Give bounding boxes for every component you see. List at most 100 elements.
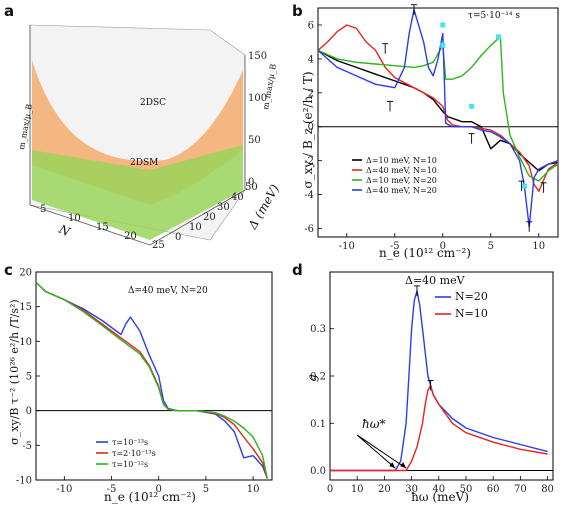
legend-d-entry: N=20 <box>455 290 488 303</box>
plot-b-marker-cyan <box>440 42 446 48</box>
plot-b-y-tick-label: -4 <box>304 190 314 201</box>
panel-b-legend: Δ=10 meV, N=10Δ=40 meV, N=10Δ=10 meV, N=… <box>352 156 437 195</box>
plot-c-y-tick-label: -10 <box>16 476 32 487</box>
panel-a-z-tick: 50 <box>248 135 261 146</box>
plot-d-x-tick-label: 80 <box>541 484 554 495</box>
panel-d-arrow-head <box>389 462 396 469</box>
plot-d-series-line-2 <box>330 384 548 472</box>
panel-a-x-tick: 25 <box>152 240 165 251</box>
legend-b-entry: Δ=40 meV, N=20 <box>366 186 437 195</box>
plot-d-x-tick-label: 50 <box>460 484 473 495</box>
plot-b-y-tick-label: 6 <box>308 20 314 31</box>
legend-c-entry: τ=10⁻¹³s <box>112 438 148 447</box>
plot-d-x-tick-label: 70 <box>514 484 527 495</box>
plot-d-x-tick-label: 10 <box>351 484 364 495</box>
plot-b-y-tick-label: 2 <box>308 88 314 99</box>
plot-c-x-tick-label: -5 <box>107 484 117 495</box>
plot-c-x-tick-label: 5 <box>203 484 209 495</box>
plot-d-y-tick-label: 0.2 <box>310 372 326 383</box>
plot-c-series-line-3 <box>35 281 268 479</box>
plot-b-marker-cyan <box>440 22 446 28</box>
plot-b-marker-cyan <box>521 183 527 189</box>
panel-b-letter: b <box>292 2 303 20</box>
plot-c: -10 -5 0 5 10 -10 -5 0 5 10 15 20 <box>16 268 273 495</box>
plot-b-x-tick-label: 5 <box>488 241 494 252</box>
plot-d-x-tick-label: 0 <box>327 484 333 495</box>
plot-b-y-tick-label: 4 <box>308 54 314 65</box>
plot-c-y-tick-label: 15 <box>19 302 32 313</box>
plot-b-series-line-3 <box>317 36 559 182</box>
plot-d-y-tick-label: 0.1 <box>310 419 326 430</box>
plot-c-series-line-1 <box>35 281 268 479</box>
box-front-edge <box>29 189 246 246</box>
panel-a-z-ticks: 0 50 100 150 <box>248 51 267 188</box>
panel-a-y-tick: 40 <box>231 192 244 203</box>
plot-b-y-tick-label: -6 <box>304 224 314 235</box>
axis-label-n: N <box>56 222 73 240</box>
legend-c-entry: τ=10⁻¹²s <box>112 460 148 469</box>
panel-d: d 0 10 20 30 40 50 60 70 80 0.0 0.1 0.2 0.3 Δ=40 meV… <box>292 261 554 504</box>
legend-c-entry: τ=2·10⁻¹³s <box>112 449 156 458</box>
panel-d-ylabel: g <box>305 374 319 382</box>
panel-c-annotation: Δ=40 meV, N=20 <box>128 286 208 296</box>
panel-b-annotation: τ=5·10⁻¹⁴ s <box>468 11 520 21</box>
plot-b-series-line-1 <box>317 49 559 172</box>
plot-b-y-tick-label: 0 <box>308 122 314 133</box>
plot-c-x-tick-label: 10 <box>247 484 260 495</box>
plot-d-y-tick-label: 0.3 <box>310 324 326 335</box>
panel-a-x-ticks: 5 10 15 20 25 <box>40 204 165 251</box>
plot-c-y-tick-label: 10 <box>19 337 32 348</box>
plot-b-x-tick-label: 0 <box>440 241 446 252</box>
panel-b-xlabel: n_e (10¹² cm⁻²) <box>379 246 471 260</box>
plot-c-y-tick-label: 0 <box>26 406 32 417</box>
panel-a-x-tick: 10 <box>68 213 81 224</box>
legend-b-entry: Δ=10 meV, N=10 <box>366 156 437 165</box>
plot-d-x-tick-label: 30 <box>405 484 418 495</box>
plot-c-y-tick-label: 20 <box>19 268 32 279</box>
panel-a-y-tick: 50 <box>245 182 258 193</box>
panel-c-legend: τ=10⁻¹³s τ=2·10⁻¹³s τ=10⁻¹²s <box>96 438 156 469</box>
panel-a-y-tick: 30 <box>217 202 230 213</box>
plot-d-y-tick-label: 0.0 <box>310 466 326 477</box>
plot-d-x-tick-label: 40 <box>432 484 445 495</box>
region-label-2dsm: 2DSM <box>130 158 158 168</box>
panel-a-x-tick: 15 <box>96 222 109 233</box>
panel-c-ylabel: σ_xy/B τ⁻² (10²⁶ e²/h /T/s²) <box>8 299 21 444</box>
panel-a: a 2DSC 2DSM N Δ (meV) m_max/μ_B m_max/μ_… <box>4 2 282 251</box>
plot-c-y-tick-label: 5 <box>26 372 32 383</box>
panel-d-annotation: Δ=40 meV <box>405 274 466 287</box>
plot-c-y-tick-label: -5 <box>22 441 32 452</box>
panel-d-xlabel: ħω (meV) <box>411 490 469 504</box>
plot-b-x-tick-label: -10 <box>339 241 355 252</box>
panel-d-legend: N=20 N=10 <box>435 290 488 320</box>
plot-d-series-line-1 <box>330 290 548 472</box>
panel-a-z-tick: 0 <box>248 177 254 188</box>
panel-c-letter: c <box>4 261 13 279</box>
panel-c-xlabel: n_e (10¹² cm⁻²) <box>104 490 196 504</box>
plot-d-x-tick-label: 20 <box>378 484 391 495</box>
panel-a-z-tick: 150 <box>248 51 267 62</box>
plot-c-x-tick-label: 0 <box>156 484 162 495</box>
region-label-2dsc: 2DSC <box>140 98 166 108</box>
panel-a-x-tick: 20 <box>124 231 137 242</box>
panel-d-letter: d <box>292 261 303 279</box>
plot-b-marker-cyan <box>495 34 501 40</box>
panel-a-y-tick: 20 <box>203 212 216 223</box>
legend-b-entry: Δ=40 meV, N=10 <box>366 166 437 175</box>
panel-a-letter: a <box>4 2 14 20</box>
plot-b-x-tick-label: 10 <box>532 241 545 252</box>
surface-2dsm <box>32 145 243 240</box>
panel-a-y-tick: 0 <box>175 232 181 243</box>
plot-b-marker-cyan <box>469 103 475 109</box>
panel-d-arrow-head <box>400 462 407 469</box>
panel-a-y-tick: 10 <box>189 222 202 233</box>
panel-d-arrow <box>356 434 407 469</box>
plot-b-y-tick-label: -2 <box>304 156 314 167</box>
panel-a-x-tick: 5 <box>40 204 46 215</box>
plot-b: -10 -5 0 5 10 -6 -4 -2 0 2 4 6 <box>304 4 559 252</box>
plot-d: 0 10 20 30 40 50 60 70 80 0.0 0.1 0.2 0.3 <box>310 271 554 495</box>
panel-d-arrow <box>356 434 396 469</box>
